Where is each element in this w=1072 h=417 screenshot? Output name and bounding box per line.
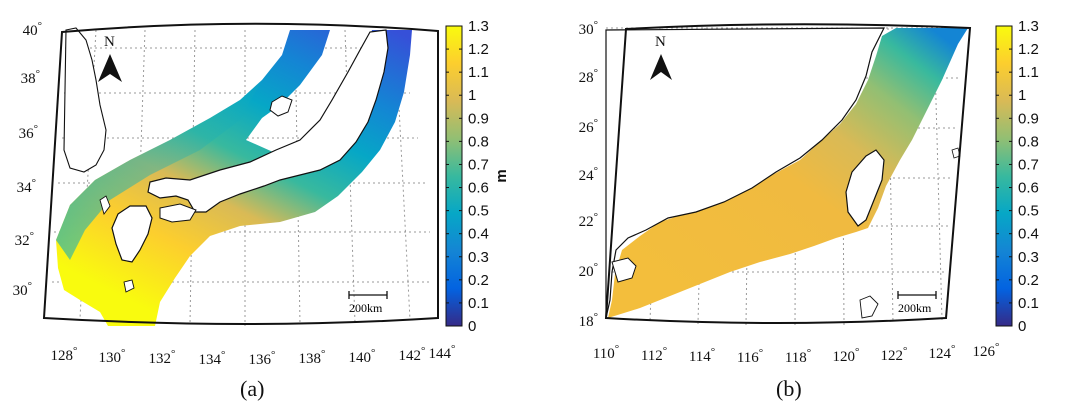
colorbar-tick-label: 0 <box>1018 318 1026 335</box>
colorbar-tick-label: 0.4 <box>1018 226 1039 243</box>
lon-tick-label: 120° <box>833 346 860 365</box>
colorbar-a-unit: m <box>493 169 510 182</box>
colorbar-tick-label: 0.6 <box>1018 180 1039 197</box>
colorbar-a-ticks: 1.3 1.2 1.1 1 0.9 0.8 0.7 0.6 0.5 0.4 0.3 0.2 0.1 0 <box>446 18 489 335</box>
lon-tick-label: 140° <box>349 347 376 366</box>
panel-a-caption: (a) <box>240 376 264 401</box>
panel-b-scale-bar: 200km <box>897 291 937 315</box>
lon-tick-label: 136° <box>249 349 276 368</box>
colorbar-tick-label: 0.7 <box>468 156 489 173</box>
colorbar-tick-label: 0.5 <box>468 203 489 220</box>
lat-tick-label: 22° <box>579 211 598 230</box>
north-arrow-icon <box>650 54 672 80</box>
lat-tick-label: 18° <box>579 311 598 330</box>
colorbar-tick-label: 1.2 <box>468 41 489 58</box>
scale-label: 200km <box>349 301 383 315</box>
colorbar-tick-label: 0.7 <box>1018 156 1039 173</box>
colorbar-tick-label: 0.1 <box>468 295 489 312</box>
lat-tick-label: 32° <box>15 230 34 249</box>
panel-a-lon-labels: 128° 130° 132° 134° 136° 138° 140° 142° 144° <box>51 343 456 368</box>
colorbar-tick-label: 1.3 <box>1018 18 1039 35</box>
colorbar-tick-label: 0.5 <box>1018 203 1039 220</box>
colorbar-tick-label: 0.8 <box>468 133 489 150</box>
colorbar-a: 1.3 1.2 1.1 1 0.9 0.8 0.7 0.6 0.5 0.4 0.3 0.2 0.1 0 m <box>445 18 510 335</box>
colorbar-tick-label: 0.3 <box>468 249 489 266</box>
lon-tick-label: 128° <box>51 345 78 364</box>
colorbar-b: 1.3 1.2 1.1 1 0.9 0.8 0.7 0.6 0.5 0.4 0.3 0.2 0.1 0 <box>995 18 1039 335</box>
lat-tick-label: 34° <box>17 177 36 196</box>
panel-b-land <box>605 27 961 319</box>
lon-tick-label: 124° <box>929 343 956 362</box>
panel-a-north-arrow: N <box>98 34 122 82</box>
lat-tick-label: 30° <box>13 280 32 299</box>
colorbar-tick-label: 0.6 <box>468 180 489 197</box>
colorbar-tick-label: 1.1 <box>1018 64 1039 81</box>
panel-b: N 200km 110° 112° 114° 116° 118° 120° 122° 124°… <box>579 19 1000 401</box>
colorbar-tick-label: 0.4 <box>468 226 489 243</box>
lon-tick-label: 126° <box>973 341 1000 360</box>
north-label: N <box>104 34 115 50</box>
lon-tick-label: 142° <box>399 345 426 364</box>
lat-tick-label: 20° <box>579 261 598 280</box>
lat-tick-label: 36° <box>19 123 38 142</box>
colorbar-tick-label: 1 <box>468 87 476 104</box>
lon-tick-label: 114° <box>689 346 715 365</box>
lon-tick-label: 112° <box>641 345 667 364</box>
lon-tick-label: 138° <box>299 348 326 367</box>
colorbar-tick-label: 0 <box>468 318 476 335</box>
colorbar-tick-label: 0.1 <box>1018 295 1039 312</box>
lon-tick-label: 116° <box>737 347 763 366</box>
lat-tick-label: 40° <box>23 20 42 39</box>
scale-label: 200km <box>898 301 932 315</box>
panel-a-land <box>63 27 389 293</box>
lon-tick-label: 134° <box>199 349 226 368</box>
panel-b-north-arrow: N <box>650 34 672 80</box>
colorbar-tick-label: 0.3 <box>1018 249 1039 266</box>
panel-b-caption: (b) <box>776 376 802 401</box>
lon-tick-label: 110° <box>593 343 619 362</box>
north-arrow-icon <box>98 54 122 82</box>
panel-a-lat-labels: 30° 32° 34° 36° 38° 40° <box>13 20 42 299</box>
panel-b-lat-labels: 18° 20° 22° 24° 26° 28° 30° <box>579 19 598 330</box>
lat-tick-label: 38° <box>21 68 40 87</box>
colorbar-tick-label: 0.2 <box>468 272 489 289</box>
lat-tick-label: 24° <box>579 165 598 184</box>
lon-tick-label: 130° <box>99 347 126 366</box>
colorbar-b-ticks: 1.3 1.2 1.1 1 0.9 0.8 0.7 0.6 0.5 0.4 0.3 0.2 0.1 0 <box>996 18 1039 335</box>
colorbar-tick-label: 0.9 <box>1018 110 1039 127</box>
colorbar-tick-label: 0.2 <box>1018 272 1039 289</box>
colorbar-tick-label: 1.1 <box>468 64 489 81</box>
lon-tick-label: 132° <box>149 348 176 367</box>
colorbar-a-bar <box>445 25 463 327</box>
panel-a-scale-bar: 200km <box>348 291 388 315</box>
colorbar-tick-label: 0.9 <box>468 110 489 127</box>
colorbar-tick-label: 0.8 <box>1018 133 1039 150</box>
panel-b-frame <box>604 23 972 324</box>
lon-tick-label: 118° <box>785 347 811 366</box>
colorbar-b-bar <box>995 25 1013 327</box>
colorbar-tick-label: 1 <box>1018 87 1026 104</box>
lat-tick-label: 30° <box>579 19 598 38</box>
panel-b-lon-labels: 110° 112° 114° 116° 118° 120° 122° 124° 126° <box>593 341 1000 366</box>
panel-a: N 200km 128° 130° 132° 134° 136° 138° 140° 142°… <box>13 20 456 401</box>
lat-tick-label: 26° <box>579 117 598 136</box>
lon-tick-label: 122° <box>881 345 908 364</box>
colorbar-tick-label: 1.2 <box>1018 41 1039 58</box>
lat-tick-label: 28° <box>579 67 598 86</box>
north-label: N <box>655 34 666 50</box>
panel-b-wave-field <box>608 28 968 318</box>
lon-tick-label: 144° <box>429 343 456 362</box>
panel-a-frame <box>42 22 439 325</box>
colorbar-tick-label: 1.3 <box>468 18 489 35</box>
